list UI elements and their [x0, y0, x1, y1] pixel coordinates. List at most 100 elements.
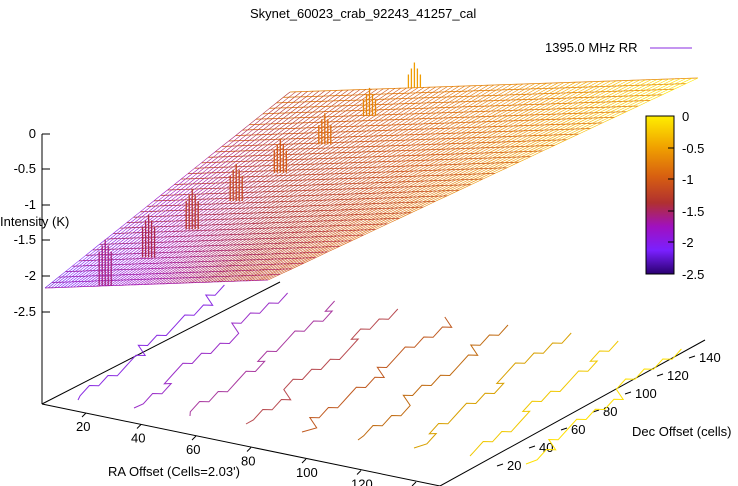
surface-column: [317, 106, 326, 113]
surface-column: [439, 169, 452, 176]
surface-column: [410, 149, 422, 156]
surface-column: [85, 249, 93, 256]
z-tick-label: -2: [24, 268, 36, 283]
surface-column: [250, 170, 259, 177]
surface-column: [243, 181, 253, 188]
surface-column: [262, 149, 271, 156]
surface-column: [527, 130, 539, 137]
surface-column: [528, 98, 539, 105]
surface-column: [167, 236, 176, 243]
surface-column: [130, 216, 138, 223]
surface-column: [462, 168, 475, 175]
surface-column: [296, 195, 307, 202]
surface-column: [348, 193, 359, 200]
surface-column: [391, 145, 402, 152]
surface-column: [379, 213, 392, 220]
surface-column: [201, 245, 212, 252]
surface-column: [511, 99, 523, 106]
surface-column: [276, 268, 289, 275]
surface-column: [202, 198, 211, 205]
surface-column: [187, 245, 197, 252]
surface-column: [205, 266, 216, 273]
surface-column: [332, 204, 343, 211]
surface-column: [348, 229, 361, 236]
surface-column: [268, 263, 281, 270]
surface-column: [518, 119, 530, 127]
surface-column: [415, 97, 425, 104]
surface-column: [231, 140, 240, 147]
surface-column: [410, 113, 420, 120]
surface-column: [528, 119, 541, 126]
surface-column: [311, 122, 320, 128]
surface-column: [323, 105, 332, 112]
surface-column: [133, 232, 141, 239]
surface-column: [410, 134, 421, 141]
surface-column: [153, 262, 163, 269]
surface-column: [406, 144, 417, 151]
surface-column: [216, 208, 225, 215]
surface-column: [204, 234, 215, 241]
surface-column: [414, 128, 425, 135]
surface-column: [136, 273, 146, 280]
surface-column: [219, 198, 229, 205]
base-contours: [77, 284, 682, 465]
surface-column: [342, 152, 352, 159]
surface-column: [633, 89, 646, 97]
surface-column: [502, 125, 514, 132]
y-tick-label: 120: [667, 368, 689, 383]
surface-column: [401, 150, 412, 157]
surface-column: [576, 117, 588, 125]
surface-column: [418, 165, 430, 172]
surface-column: [133, 242, 142, 249]
surface-column: [358, 187, 370, 194]
surface-column: [513, 109, 524, 116]
surface-column: [419, 107, 429, 114]
surface-column: [570, 81, 582, 88]
surface-column: [329, 209, 341, 216]
surface-column: [208, 265, 219, 273]
surface-column: [450, 122, 461, 129]
surface-column: [67, 281, 75, 288]
surface-column: [194, 204, 203, 211]
surface-column: [243, 217, 253, 225]
surface-column: [362, 167, 373, 174]
surface-column: [506, 161, 519, 169]
surface-column: [539, 119, 551, 126]
surface-column: [178, 209, 187, 216]
surface-column: [454, 96, 465, 103]
surface-column: [496, 110, 508, 117]
surface-column: [455, 163, 467, 170]
surface-column: [496, 105, 507, 112]
surface-column: [221, 182, 230, 189]
surface-column: [282, 128, 291, 135]
surface-column: [253, 233, 265, 240]
surface-column: [236, 207, 246, 214]
surface-column: [389, 93, 399, 100]
surface-column: [268, 211, 279, 218]
surface-column: [165, 246, 175, 253]
surface-column: [182, 235, 192, 242]
surface-column: [252, 150, 261, 157]
surface-column: [154, 215, 163, 222]
surface-column: [209, 229, 220, 236]
z-tick-label: 0: [29, 126, 36, 141]
surface-column: [317, 147, 326, 154]
surface-column: [445, 148, 456, 155]
surface-column: [466, 158, 479, 165]
surface-column: [89, 249, 97, 256]
surface-column: [480, 142, 492, 149]
surface-column: [86, 280, 95, 287]
surface-column: [280, 232, 292, 239]
surface-column: [492, 152, 504, 159]
surface-column: [320, 178, 331, 185]
surface-column: [441, 164, 453, 171]
surface-column: [123, 274, 133, 281]
surface-column: [449, 117, 460, 124]
surface-column: [294, 205, 305, 212]
surface-column: [311, 205, 322, 212]
surface-column: [534, 109, 546, 116]
surface-column: [178, 204, 186, 211]
surface-column: [541, 134, 554, 141]
surface-column: [188, 271, 199, 278]
surface-column: [99, 259, 108, 266]
